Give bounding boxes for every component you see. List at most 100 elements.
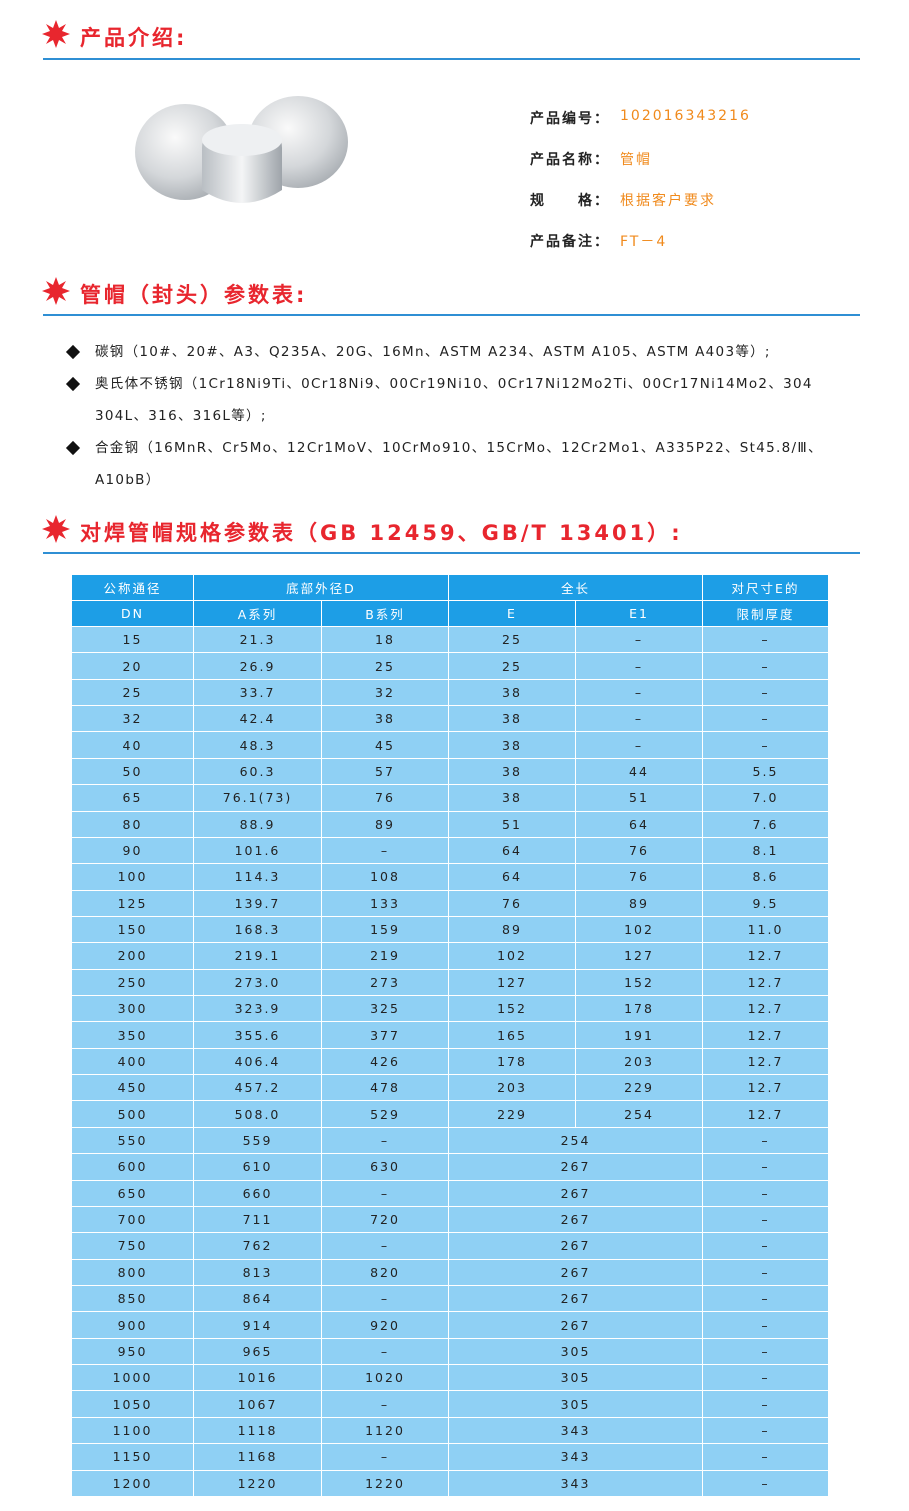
header-cell: 限制厚度 (703, 601, 829, 627)
table-cell: 325 (322, 996, 449, 1023)
header-cell: A系列 (194, 601, 322, 627)
table-cell: 101.6 (194, 837, 322, 865)
table-cell: – (703, 653, 829, 680)
table-cell: 1168 (194, 1444, 322, 1471)
table-cell: – (703, 1259, 829, 1286)
table-cell: – (703, 1338, 829, 1366)
table-cell: 426 (322, 1048, 449, 1076)
header-cell: B系列 (322, 601, 449, 627)
table-cell: 1118 (194, 1417, 322, 1445)
bullet-text: 合金钢（16MnR、Cr5Mo、12Cr1MoV、10CrMo910、15CrM… (95, 440, 823, 488)
divider (43, 552, 860, 554)
table-cell: 720 (322, 1206, 449, 1234)
table-cell: 152 (449, 996, 576, 1023)
table-cell: 305 (449, 1338, 703, 1366)
bullet-text: 奥氏体不锈钢（1Cr18Ni9Ti、0Cr18Ni9、00Cr19Ni10、0C… (95, 376, 813, 424)
table-cell: 57 (322, 758, 449, 786)
table-cell: 40 (72, 732, 194, 759)
bullet-icon (65, 376, 81, 392)
table-cell: 8.1 (703, 837, 829, 865)
table-cell: 32 (322, 679, 449, 707)
header-cell: 对尺寸E的 (703, 575, 829, 601)
table-cell: 450 (72, 1075, 194, 1102)
table-cell: – (322, 1127, 449, 1155)
header-cell: 公称通径 (72, 575, 194, 601)
table-cell: 820 (322, 1259, 449, 1286)
table-cell: 102 (576, 916, 703, 944)
table-cell: 323.9 (194, 996, 322, 1023)
table-cell: 630 (322, 1154, 449, 1181)
table-cell: 203 (576, 1048, 703, 1076)
table-cell: 529 (322, 1101, 449, 1128)
table-cell: 1220 (194, 1470, 322, 1497)
table-cell: – (703, 1365, 829, 1392)
table-cell: 267 (449, 1312, 703, 1339)
table-cell: – (322, 1444, 449, 1471)
field-label: 产品名称： (530, 152, 610, 168)
table-cell: – (322, 837, 449, 865)
table-cell: 102 (449, 943, 576, 970)
table-cell: 305 (449, 1365, 703, 1392)
table-cell: 219 (322, 943, 449, 970)
table-cell: – (703, 1180, 829, 1207)
field-label: 产品编号： (530, 111, 610, 127)
table-cell: 15 (72, 627, 194, 654)
table-cell: 500 (72, 1101, 194, 1128)
table-cell: 267 (449, 1286, 703, 1313)
table-cell: 377 (322, 1022, 449, 1049)
table-cell: 25 (72, 679, 194, 707)
table-cell: 254 (576, 1101, 703, 1128)
table-cell: 1016 (194, 1365, 322, 1392)
table-cell: 229 (576, 1075, 703, 1102)
table-cell: 38 (449, 732, 576, 759)
table-cell: 127 (576, 943, 703, 970)
table-cell: – (703, 1127, 829, 1155)
table-cell: 168.3 (194, 916, 322, 944)
table-cell: 65 (72, 785, 194, 812)
table-cell: 191 (576, 1022, 703, 1049)
table-cell: 21.3 (194, 627, 322, 654)
header-cell: E1 (576, 601, 703, 627)
field-value: FT－4 (620, 234, 668, 250)
star-icon (42, 277, 70, 305)
table-cell: 200 (72, 943, 194, 970)
table-cell: 1150 (72, 1444, 194, 1471)
table-cell: 90 (72, 837, 194, 865)
table-cell: 650 (72, 1180, 194, 1207)
table-cell: – (322, 1180, 449, 1207)
table-cell: 305 (449, 1391, 703, 1418)
table-cell: 42.4 (194, 706, 322, 733)
table-cell: 76 (576, 864, 703, 891)
table-cell: 64 (449, 864, 576, 891)
table-cell: 8.6 (703, 864, 829, 891)
table-cell: 38 (449, 706, 576, 733)
table-cell: 89 (449, 916, 576, 944)
table-cell: 1000 (72, 1365, 194, 1392)
table-cell: – (703, 1312, 829, 1339)
table-cell: 12.7 (703, 943, 829, 970)
table-cell: 267 (449, 1233, 703, 1260)
field-label: 规 格： (530, 193, 610, 209)
table-cell: 1067 (194, 1391, 322, 1418)
table-cell: 478 (322, 1075, 449, 1102)
table-cell: 267 (449, 1180, 703, 1207)
table-cell: – (322, 1338, 449, 1366)
table-cell: 711 (194, 1206, 322, 1234)
table-cell: – (576, 679, 703, 707)
table-cell: 355.6 (194, 1022, 322, 1049)
table-cell: 125 (72, 890, 194, 917)
table-cell: 12.7 (703, 996, 829, 1023)
table-cell: – (703, 1391, 829, 1418)
table-cell: 750 (72, 1233, 194, 1260)
table-cell: – (703, 1286, 829, 1313)
section-title: 产品介绍: (80, 26, 188, 50)
table-cell: 89 (322, 811, 449, 838)
table-cell: 250 (72, 969, 194, 997)
table-cell: 20 (72, 653, 194, 680)
table-cell: 80 (72, 811, 194, 838)
section-title: 管帽（封头）参数表: (80, 283, 308, 307)
table-cell: 12.7 (703, 1022, 829, 1049)
field-value: 102016343216 (620, 108, 751, 124)
table-cell: 178 (449, 1048, 576, 1076)
